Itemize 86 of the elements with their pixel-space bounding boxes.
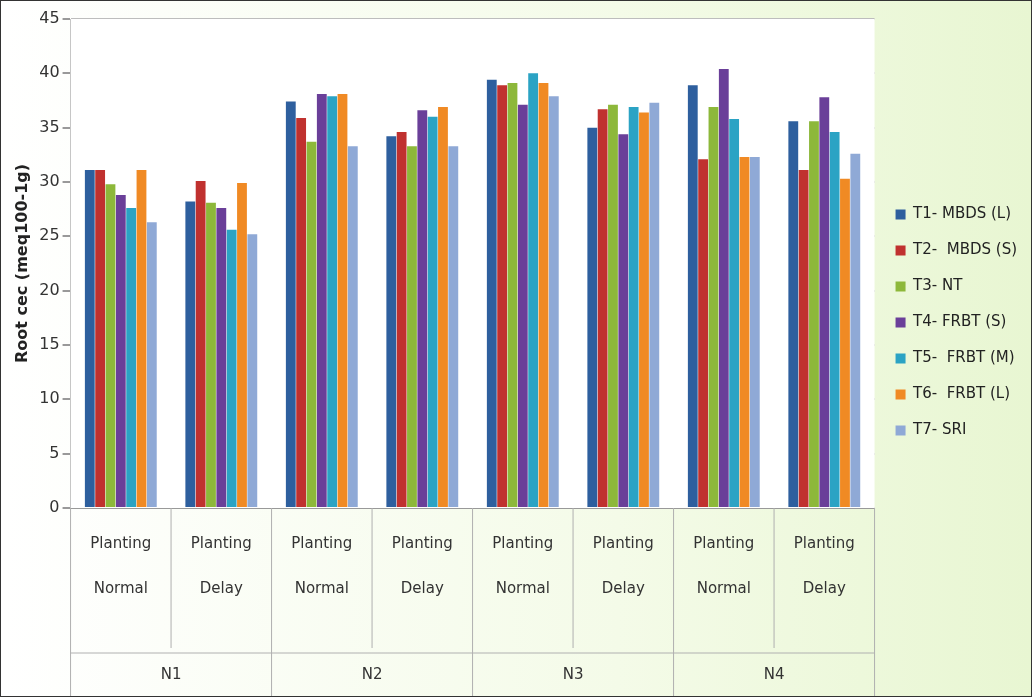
bar bbox=[136, 170, 147, 507]
bar bbox=[497, 85, 508, 507]
bar bbox=[337, 93, 348, 507]
y-tick-label: 40 bbox=[39, 62, 60, 82]
legend-label: T1- MBDS (L) bbox=[912, 204, 1012, 223]
legend-label: T4- FRBT (S) bbox=[912, 312, 1007, 331]
y-tick-label: 35 bbox=[39, 116, 60, 136]
category-label: Planting Normal bbox=[90, 534, 152, 598]
bar bbox=[819, 97, 830, 507]
bar bbox=[237, 183, 247, 507]
category-label: Planting Normal bbox=[693, 534, 755, 598]
bar bbox=[316, 93, 327, 507]
bar bbox=[206, 202, 216, 507]
legend-label: T5- FRBT (M) bbox=[912, 348, 1015, 367]
bar bbox=[84, 170, 95, 507]
bar bbox=[95, 170, 106, 507]
bar bbox=[185, 201, 196, 507]
bar bbox=[386, 136, 397, 507]
bar bbox=[146, 222, 157, 507]
bar bbox=[115, 195, 126, 507]
bar bbox=[718, 68, 729, 507]
category-label: Planting Normal bbox=[291, 534, 353, 598]
y-tick-label: 5 bbox=[49, 442, 60, 462]
bar bbox=[618, 134, 629, 507]
bar bbox=[105, 184, 116, 507]
bar bbox=[687, 85, 698, 507]
bar bbox=[517, 104, 528, 507]
bar bbox=[195, 180, 206, 507]
text: N4 bbox=[763, 664, 785, 683]
bar bbox=[840, 178, 850, 507]
bar bbox=[850, 153, 861, 507]
y-tick-label: 30 bbox=[39, 171, 60, 191]
legend-label: T7- SRI bbox=[912, 420, 967, 439]
bar bbox=[528, 73, 539, 507]
category-label: Planting Normal bbox=[492, 534, 554, 598]
bar bbox=[798, 170, 809, 507]
text: N2 bbox=[361, 664, 383, 683]
legend-label: T2- MBDS (S) bbox=[912, 240, 1017, 259]
category-label: Planting Delay bbox=[391, 534, 453, 598]
category-label: Planting Delay bbox=[793, 534, 855, 598]
y-tick-label: 15 bbox=[39, 334, 60, 354]
bar bbox=[649, 102, 660, 507]
category-label: Planting Delay bbox=[592, 534, 654, 598]
bar bbox=[427, 116, 438, 507]
legend-label: T6- FRBT (L) bbox=[912, 384, 1011, 403]
bar bbox=[739, 157, 750, 507]
bar bbox=[486, 79, 497, 507]
y-tick-label: 20 bbox=[39, 279, 60, 299]
bar bbox=[296, 117, 307, 507]
bar bbox=[396, 132, 407, 507]
bar bbox=[587, 127, 598, 507]
bar bbox=[698, 159, 709, 507]
bar bbox=[226, 229, 237, 507]
bar bbox=[126, 208, 137, 507]
bar bbox=[548, 96, 559, 507]
bar bbox=[216, 208, 227, 507]
y-tick-label: 10 bbox=[39, 388, 60, 408]
bar bbox=[507, 83, 518, 507]
bar bbox=[247, 234, 258, 507]
bar bbox=[327, 96, 338, 507]
bar bbox=[438, 107, 448, 507]
category-label: Planting Delay bbox=[190, 534, 252, 598]
bar bbox=[285, 101, 296, 507]
y-tick-label: 45 bbox=[39, 8, 60, 28]
bar bbox=[749, 157, 760, 507]
bar bbox=[788, 121, 799, 507]
text: N1 bbox=[160, 664, 182, 683]
bar bbox=[608, 104, 618, 507]
bar bbox=[829, 132, 840, 507]
bar bbox=[538, 83, 549, 507]
y-tick-label: 0 bbox=[49, 497, 60, 517]
y-axis-title: Root cec (meq100-1g) bbox=[11, 163, 31, 364]
bar bbox=[639, 112, 649, 507]
text: N3 bbox=[562, 664, 584, 683]
bar bbox=[448, 146, 459, 507]
bar bbox=[708, 107, 719, 507]
bar bbox=[306, 141, 317, 507]
legend-label: T3- NT bbox=[912, 276, 964, 295]
bar bbox=[809, 121, 819, 507]
y-tick-label: 25 bbox=[39, 225, 60, 245]
bar bbox=[417, 110, 428, 507]
bar bbox=[597, 109, 608, 507]
bar bbox=[729, 118, 740, 507]
bar bbox=[407, 146, 417, 507]
bar bbox=[347, 146, 358, 507]
bar bbox=[628, 107, 639, 507]
